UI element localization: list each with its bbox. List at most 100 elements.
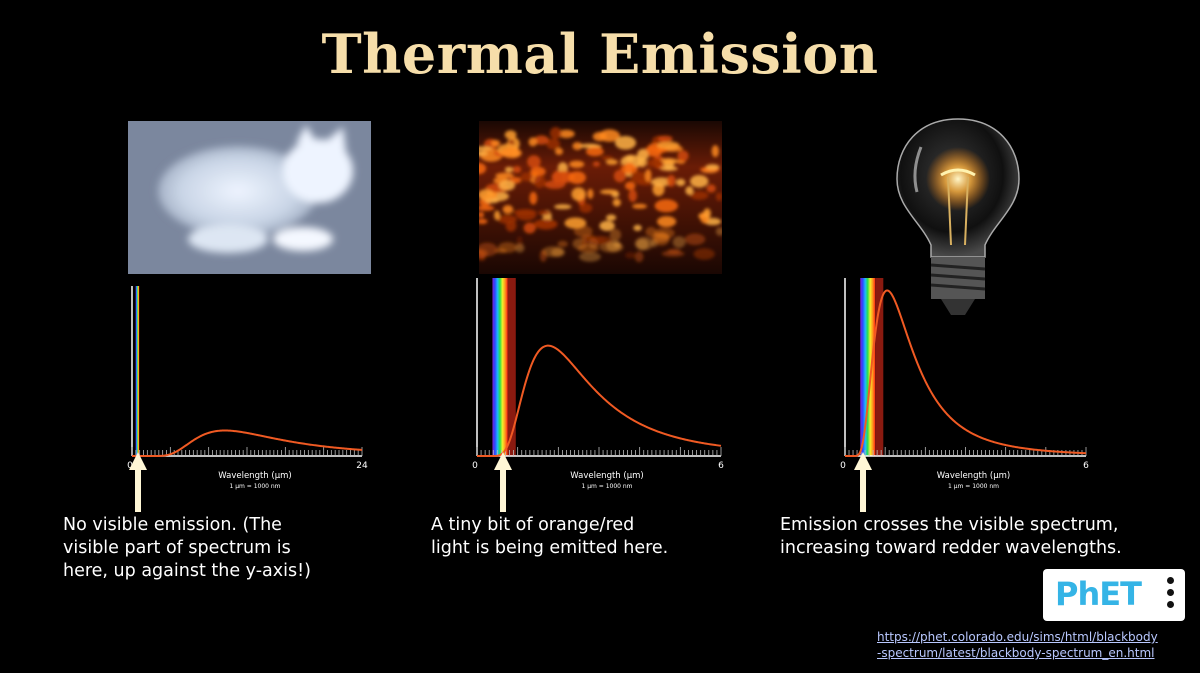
x-tick-label: 0: [472, 461, 478, 471]
ember-glow: [579, 251, 601, 262]
ember-glow: [523, 222, 536, 234]
ember-glow: [693, 248, 715, 260]
ember-glow: [706, 184, 716, 193]
ember-glow: [533, 174, 546, 189]
glowing-embers-image: [479, 121, 722, 274]
ember-glow: [677, 150, 689, 162]
up-arrow-icon: [129, 452, 147, 512]
ember-glow: [637, 148, 649, 161]
ember-glow: [634, 236, 654, 251]
ember-glow: [479, 162, 487, 175]
emission-curve: [132, 429, 363, 457]
ember-glow: [605, 159, 618, 165]
up-arrow-icon: [854, 452, 872, 512]
ember-glow: [613, 169, 626, 183]
ember-glow: [515, 243, 525, 253]
ember-glow: [527, 155, 541, 169]
ember-glow: [497, 214, 517, 224]
ember-glow: [645, 169, 652, 182]
visible-spectrum-band: [860, 278, 876, 456]
ember-glow: [568, 171, 586, 184]
ember-glow: [599, 220, 615, 231]
phet-menu-icon: [1167, 577, 1175, 613]
ember-glow: [654, 227, 675, 239]
ember-glow: [579, 203, 593, 213]
ember-glow: [501, 147, 522, 159]
unit-note: 1 μm = 1000 nm: [581, 483, 632, 490]
caption-cat: No visible emission. (The visible part o…: [63, 515, 311, 581]
ember-glow: [630, 171, 648, 184]
ember-glow: [530, 166, 546, 177]
ember-glow: [703, 208, 711, 219]
ember-glow: [513, 209, 537, 216]
ember-glow: [645, 159, 664, 167]
ember-glow: [612, 198, 621, 207]
blackbody-plot-bulb: 0 6 Wavelength (μm) 1 μm = 1000 nm: [840, 278, 1089, 490]
x-axis-label: Wavelength (μm): [937, 471, 1010, 481]
ember-glow: [539, 250, 547, 262]
ember-glow: [555, 147, 563, 155]
ember-glow: [624, 181, 636, 190]
ember-glow: [512, 166, 522, 173]
up-arrow-icon: [494, 452, 512, 512]
ember-glow: [479, 205, 495, 211]
ember-glow: [549, 127, 562, 140]
ember-glow: [685, 186, 694, 196]
ember-glow: [628, 189, 637, 203]
x-axis-label: Wavelength (μm): [570, 471, 643, 481]
ember-glow: [606, 239, 622, 252]
ember-glow: [716, 192, 722, 201]
infrared-edge-band: [507, 278, 516, 456]
ember-glow: [502, 205, 514, 214]
ember-glow: [584, 236, 606, 246]
x-tick-label: 6: [718, 461, 724, 471]
blackbody-plot-cat: 0 24 Wavelength (μm) 1 μm = 1000 nm: [127, 286, 368, 490]
unit-note: 1 μm = 1000 nm: [229, 483, 280, 490]
ember-glow: [572, 142, 583, 151]
ember-glow: [544, 180, 566, 189]
ember-glow: [479, 146, 493, 151]
ember-glow: [625, 154, 634, 163]
ember-glow: [654, 199, 678, 213]
ember-glow: [533, 135, 549, 145]
emission-curve: [477, 344, 722, 457]
ember-glow: [657, 135, 673, 142]
ember-glow: [529, 191, 538, 205]
ember-glow: [479, 151, 488, 156]
ember-glow: [495, 172, 514, 179]
visible-spectrum-band: [135, 286, 140, 456]
ember-glow: [625, 163, 634, 168]
ember-glow: [585, 147, 604, 157]
ember-glow: [659, 158, 678, 165]
ember-glow: [634, 251, 644, 263]
ember-glow: [557, 240, 568, 248]
caption-bulb: Emission crosses the visible spectrum, i…: [780, 515, 1122, 558]
source-link[interactable]: https://phet.colorado.edu/sims/html/blac…: [877, 630, 1158, 660]
ember-glow: [546, 138, 561, 150]
ember-glow: [498, 180, 516, 191]
ember-glow: [587, 188, 594, 199]
x-tick-label: 6: [1083, 461, 1089, 471]
ember-glow: [661, 250, 685, 257]
ember-glow: [715, 227, 722, 236]
ember-glow: [558, 129, 575, 139]
ember-glow: [632, 203, 647, 209]
ember-glow: [621, 164, 638, 174]
infrared-edge-band: [875, 278, 884, 456]
x-tick-label: 0: [840, 461, 846, 471]
ember-glow: [600, 189, 619, 195]
ember-glow: [504, 166, 514, 173]
ember-glow: [577, 244, 600, 253]
ember-glow: [657, 141, 680, 150]
phet-logo[interactable]: PhET: [1043, 569, 1185, 621]
ember-glow: [666, 174, 676, 187]
thermal-camera-cat-image: [128, 121, 371, 274]
ember-glow: [494, 210, 501, 221]
ember-glow: [633, 224, 642, 231]
ember-glow: [705, 164, 720, 170]
light-bulb-image: [896, 118, 1020, 315]
ember-glow: [592, 161, 600, 167]
ember-glow: [606, 214, 617, 221]
ember-glow: [537, 210, 551, 216]
ember-glow: [554, 204, 572, 210]
